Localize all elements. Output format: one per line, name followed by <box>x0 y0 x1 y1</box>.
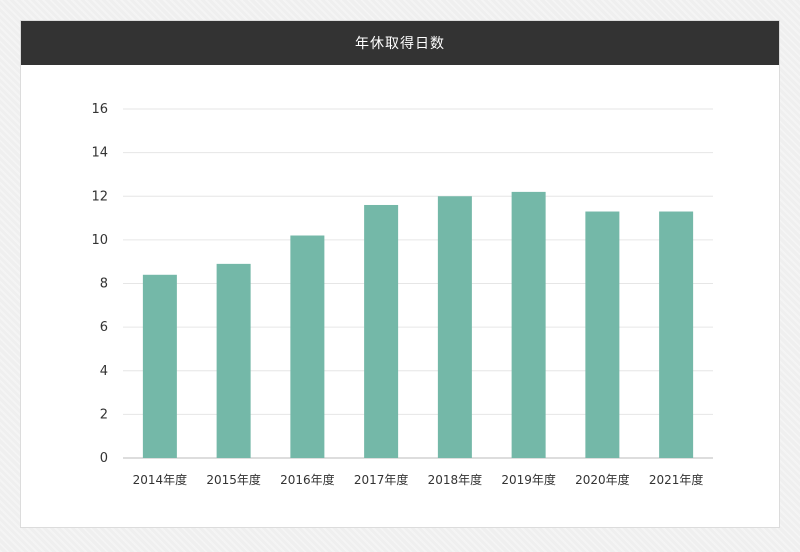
bar <box>142 274 177 458</box>
bar <box>659 211 694 458</box>
y-tick-label: 10 <box>91 233 108 248</box>
bar <box>585 211 620 458</box>
x-tick-label: 2018年度 <box>428 472 483 487</box>
bar <box>216 263 251 458</box>
chart-card: 年休取得日数 0 2 4 6 8 10 12 14 16 2014年度 2015年度 2016年度 20… <box>20 20 780 528</box>
x-tick-label: 2014年度 <box>133 472 188 487</box>
bar <box>364 204 399 458</box>
chart-header: 年休取得日数 <box>21 21 779 65</box>
y-tick-label: 2 <box>100 407 108 422</box>
y-tick-label: 6 <box>100 320 108 335</box>
y-tick-label: 0 <box>100 451 108 466</box>
x-tick-label: 2021年度 <box>649 472 704 487</box>
bar <box>290 235 325 458</box>
y-tick-label: 14 <box>91 146 108 161</box>
bar <box>511 191 546 458</box>
x-tick-label: 2016年度 <box>280 472 335 487</box>
x-tick-label: 2015年度 <box>206 472 261 487</box>
bar-chart: 0 2 4 6 8 10 12 14 16 2014年度 2015年度 2016年度 2017年度 201… <box>91 102 713 487</box>
y-tick-label: 12 <box>91 189 108 204</box>
x-tick-label: 2019年度 <box>501 472 556 487</box>
y-tick-label: 16 <box>91 102 108 117</box>
y-tick-label: 4 <box>100 364 108 379</box>
y-tick-label: 8 <box>100 277 108 292</box>
bar <box>437 196 472 458</box>
chart-title: 年休取得日数 <box>355 36 445 52</box>
x-tick-label: 2017年度 <box>354 472 409 487</box>
x-tick-label: 2020年度 <box>575 472 630 487</box>
